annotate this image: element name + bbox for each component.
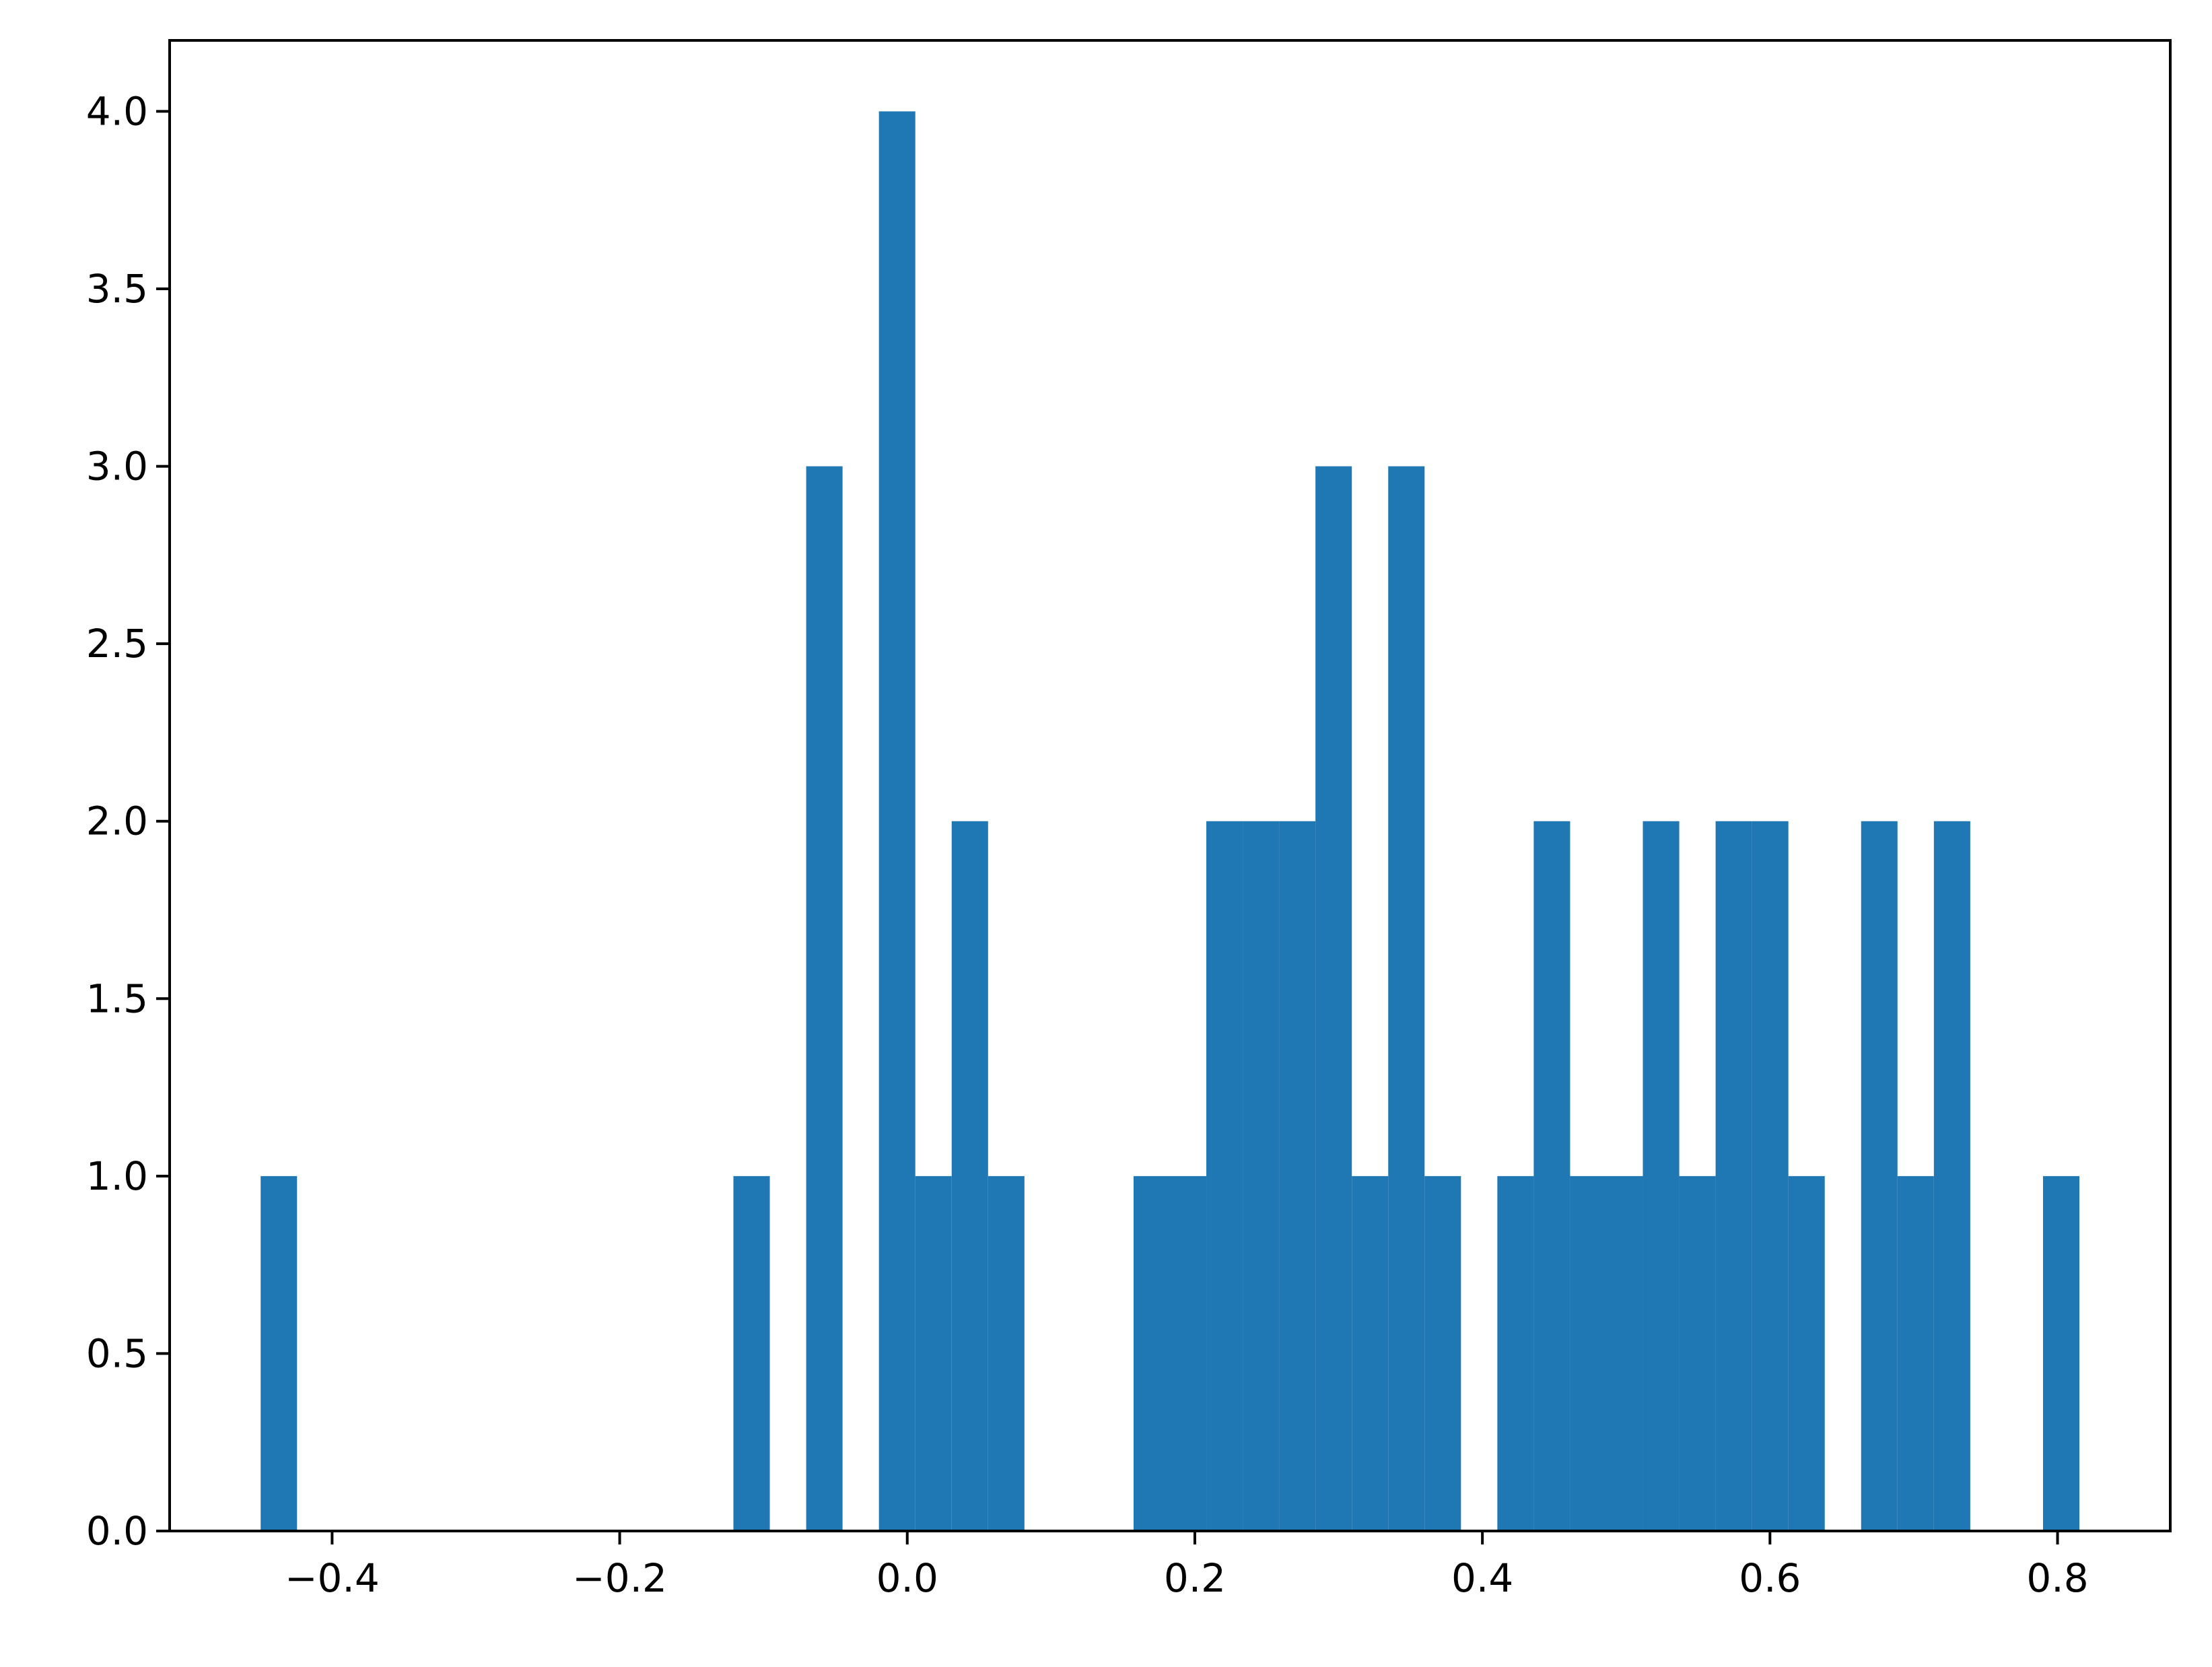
histogram-bar <box>878 111 915 1532</box>
histogram-bar <box>1752 821 1789 1531</box>
x-tick-label: 0.2 <box>1164 1555 1226 1601</box>
histogram-bar <box>733 1176 770 1531</box>
histogram-bar <box>1279 821 1316 1531</box>
histogram-bar <box>1388 466 1425 1531</box>
x-tick-label: 0.6 <box>1739 1555 1801 1601</box>
histogram-bar <box>1133 1176 1170 1531</box>
histogram-bar <box>1352 1176 1389 1531</box>
histogram-bar <box>1315 466 1352 1531</box>
histogram-bar <box>1170 1176 1207 1531</box>
plot-frame <box>168 39 2172 1532</box>
histogram-bar <box>806 466 843 1531</box>
x-tick-label: −0.4 <box>285 1555 380 1601</box>
histogram-bar <box>1497 1176 1534 1531</box>
histogram-bar <box>1715 821 1752 1531</box>
y-tick-label: 0.0 <box>86 1508 148 1554</box>
y-tick-label: 4.0 <box>86 88 148 134</box>
histogram-bar <box>915 1176 952 1531</box>
histogram-bar <box>1424 1176 1461 1531</box>
y-tick-label: 3.5 <box>86 266 148 312</box>
histogram-bar <box>261 1176 298 1531</box>
x-tick-label: −0.2 <box>572 1555 667 1601</box>
histogram-bar <box>1788 1176 1825 1531</box>
x-tick-label: 0.0 <box>876 1555 938 1601</box>
y-tick-label: 0.5 <box>86 1330 148 1376</box>
y-tick-label: 2.5 <box>86 621 148 667</box>
y-tick-label: 1.5 <box>86 976 148 1021</box>
y-tick-label: 2.0 <box>86 798 148 844</box>
histogram-bar <box>1606 1176 1643 1531</box>
y-tick-label: 1.0 <box>86 1153 148 1199</box>
histogram-bar <box>1861 821 1898 1531</box>
histogram-bar <box>1679 1176 1716 1531</box>
x-tick-label: 0.4 <box>1451 1555 1513 1601</box>
histogram-bar <box>1533 821 1570 1531</box>
x-axis: −0.4 −0.2 0.0 0.2 0.4 0.6 0.8 <box>285 1531 2089 1601</box>
histogram-bar <box>1570 1176 1607 1531</box>
histogram-bar <box>1643 821 1680 1531</box>
histogram-bar <box>951 821 988 1531</box>
histogram-bar <box>1933 821 1970 1531</box>
histogram-bar <box>1243 821 1280 1531</box>
histogram-bar <box>1206 821 1243 1531</box>
x-tick-label: 0.8 <box>2026 1555 2088 1601</box>
y-axis: 0.0 0.5 1.0 1.5 2.0 2.5 3.0 3.5 4.0 <box>86 88 170 1554</box>
histogram-bar <box>988 1176 1025 1531</box>
y-tick-label: 3.0 <box>86 444 148 489</box>
histogram-bar <box>2042 1176 2080 1531</box>
histogram-bar <box>1897 1176 1934 1531</box>
bars-layer <box>261 111 2080 1532</box>
